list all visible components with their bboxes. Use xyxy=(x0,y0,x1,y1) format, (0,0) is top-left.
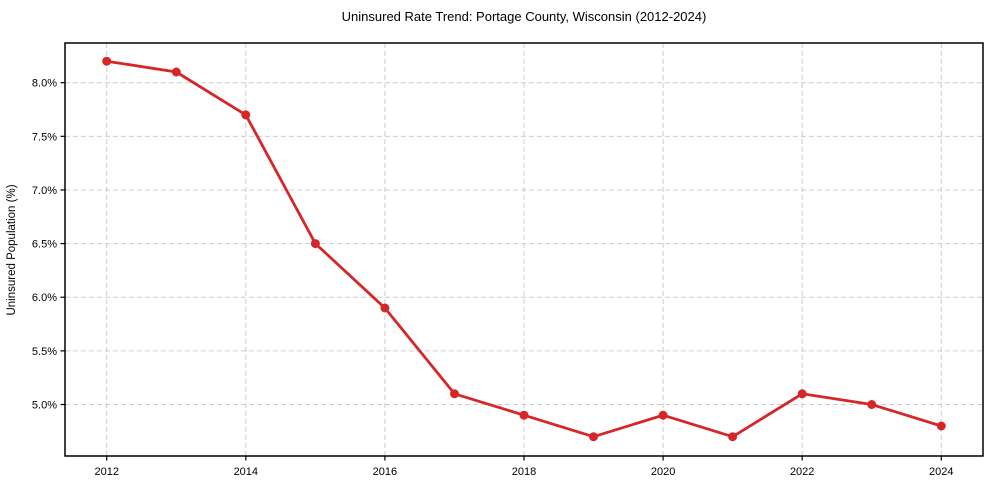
data-point xyxy=(797,389,807,399)
x-tick-label: 2024 xyxy=(929,466,953,478)
data-point xyxy=(102,56,112,66)
y-tick-label: 5.0% xyxy=(32,400,57,412)
data-point xyxy=(380,303,390,313)
y-tick-label: 7.5% xyxy=(32,131,57,143)
data-point xyxy=(658,410,668,420)
x-tick-label: 2014 xyxy=(234,466,258,478)
x-tick-label: 2022 xyxy=(790,466,814,478)
data-point xyxy=(310,239,320,249)
grid-layer xyxy=(65,43,983,456)
y-tick-label: 7.0% xyxy=(32,185,57,197)
x-tick-label: 2012 xyxy=(94,466,118,478)
data-point xyxy=(171,67,181,77)
y-tick-label: 8.0% xyxy=(32,78,57,90)
data-point xyxy=(867,400,877,409)
data-point xyxy=(728,432,738,442)
x-tick-label: 2020 xyxy=(651,466,675,478)
data-point xyxy=(519,410,529,420)
data-point xyxy=(936,421,946,431)
tick-layer: 5.0% 5.5% 6.0% 6.5% 7.0% 7.5% 8.0% 2012 2014 2016… xyxy=(32,78,954,478)
x-tick-label: 2018 xyxy=(512,466,536,478)
chart-title: Uninsured Rate Trend: Portage County, Wi… xyxy=(342,9,707,24)
y-tick-label: 5.5% xyxy=(32,346,57,358)
y-tick-label: 6.0% xyxy=(32,292,57,304)
data-point xyxy=(589,432,598,442)
plot-border xyxy=(64,42,984,457)
x-tick-label: 2016 xyxy=(373,466,397,478)
y-tick-label: 6.5% xyxy=(32,239,57,251)
y-axis-label: Uninsured Population (%) xyxy=(6,184,18,315)
series-layer xyxy=(102,56,946,442)
data-point xyxy=(450,389,459,399)
data-point xyxy=(241,110,251,120)
